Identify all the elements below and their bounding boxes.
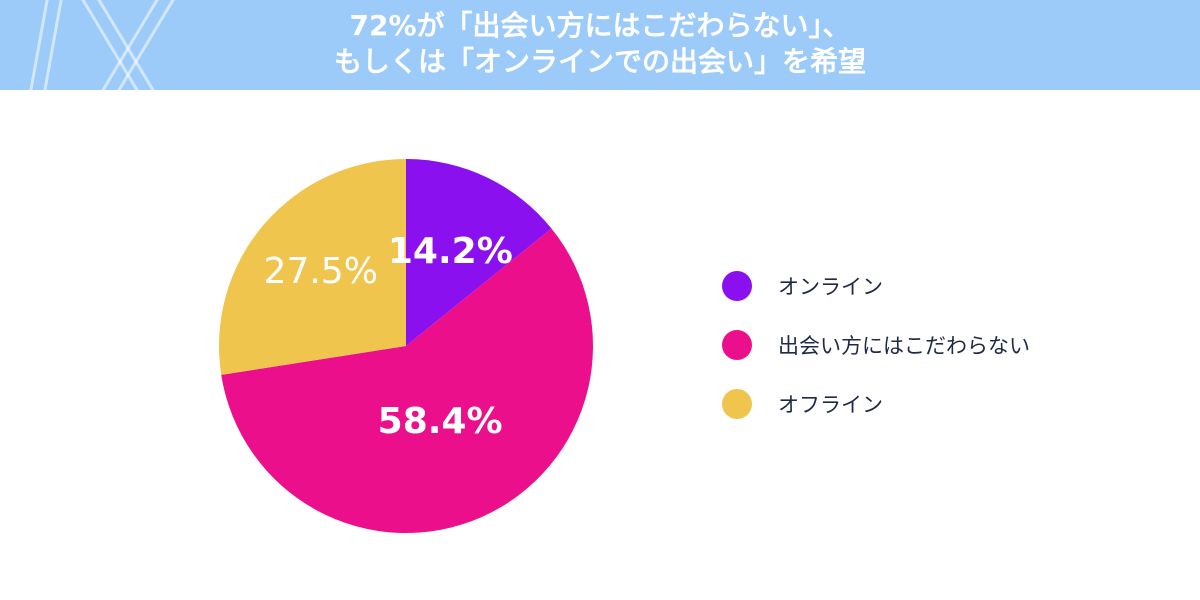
slice-label-3: 27.5% <box>264 251 378 292</box>
title-line-1: 72%が「出会い方にはこだわらない」、 <box>349 9 851 42</box>
legend-label: オフライン <box>778 393 883 417</box>
legend-item-3: オフライン <box>722 386 1030 422</box>
pie-slice-2 <box>221 228 593 533</box>
pie-slice-1 <box>406 159 552 346</box>
slice-label-1: 14.2% <box>388 231 513 272</box>
legend-swatch <box>722 271 752 301</box>
legend-label: オンライン <box>778 275 883 299</box>
pie-chart: 14.2% 58.4% 27.5% <box>219 159 593 533</box>
header-banner: 72%が「出会い方にはこだわらない」、 もしくは「オンラインでの出会い」を希望 <box>0 0 1200 90</box>
slice-label-2: 58.4% <box>378 401 503 442</box>
legend-label: 出会い方にはこだわらない <box>778 334 1030 358</box>
chart-title: 72%が「出会い方にはこだわらない」、 もしくは「オンラインでの出会い」を希望 <box>0 8 1200 80</box>
pie-slice-3 <box>219 159 406 375</box>
brand-logo-icon <box>29 0 175 90</box>
legend-swatch <box>722 330 752 360</box>
chart-legend: オンライン出会い方にはこだわらない オフライン <box>722 268 1030 445</box>
legend-item-2: 出会い方にはこだわらない <box>722 327 1030 363</box>
title-line-2: もしくは「オンラインでの出会い」を希望 <box>333 45 866 78</box>
legend-swatch <box>722 389 752 419</box>
legend-item-1: オンライン <box>722 268 1030 304</box>
